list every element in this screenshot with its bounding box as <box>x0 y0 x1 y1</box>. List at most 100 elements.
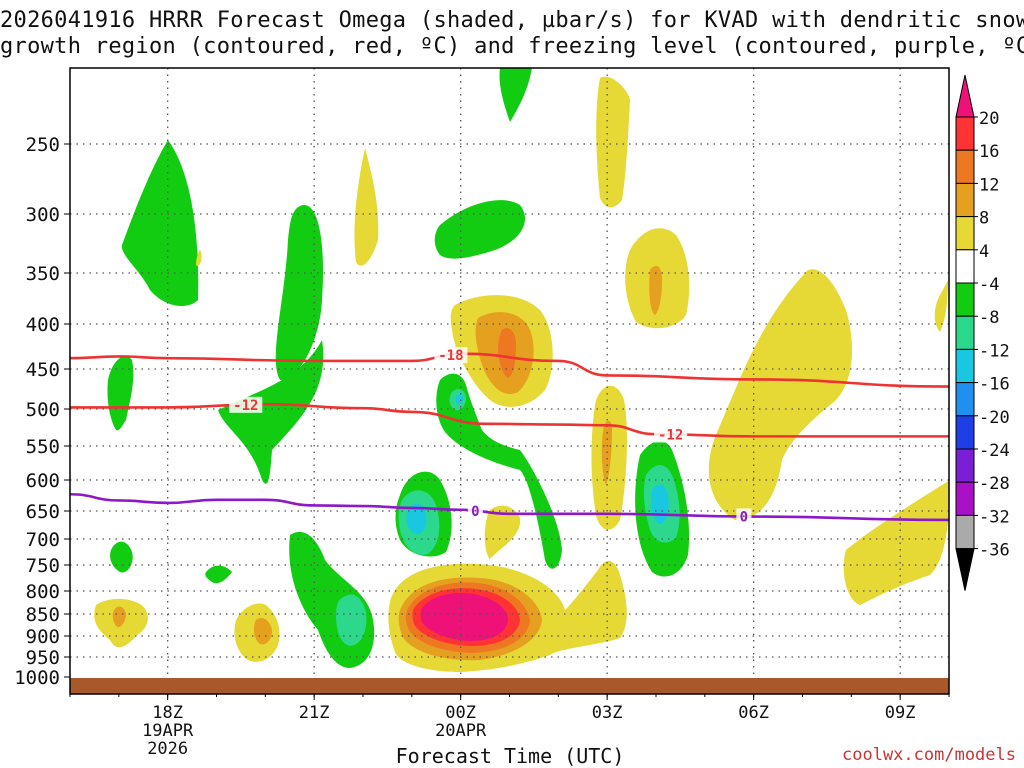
colorbar-top-arrow <box>955 74 975 118</box>
y-tick-label: 950 <box>26 647 60 669</box>
omega-area-green <box>289 531 375 668</box>
colorbar-label: -8 <box>979 308 999 328</box>
contour-label: -12 <box>233 398 258 414</box>
contour-label-bg <box>434 347 468 364</box>
x-tick-date: 19APR <box>142 721 194 741</box>
credit-text: coolwx.com/models <box>842 745 1016 765</box>
x-tick-date: 20APR <box>435 721 487 741</box>
colorbar-bin <box>955 216 975 251</box>
y-tick-label: 900 <box>26 626 60 648</box>
colorbar-label: -16 <box>979 375 1010 395</box>
title-line-2: growth region (contoured, red, ºC) and f… <box>0 34 1024 59</box>
contour-label-bg <box>654 426 688 443</box>
omega-area-yellow <box>484 505 521 561</box>
colorbar: 20 16 12 8 4 -4 -8 -12 -16 -20 -24 -28 -32 -36 <box>955 74 1010 591</box>
omega-area-gold <box>112 606 126 628</box>
x-tick-label: 09Z <box>885 703 916 723</box>
colorbar-bin <box>955 348 975 384</box>
x-tick-label: 00Z <box>445 703 476 723</box>
colorbar-bin <box>955 315 975 350</box>
colorbar-label: -24 <box>979 441 1010 461</box>
contour-lines: -18 -12 -12 0 0 <box>70 347 949 525</box>
y-tick-label: 350 <box>26 263 60 285</box>
omega-area-yellow <box>596 76 630 208</box>
omega-area-yellow <box>843 480 949 605</box>
contour-label-bg <box>467 503 483 520</box>
y-axis: 2503003504004505005506006507007508008509… <box>14 134 70 689</box>
colorbar-label: 20 <box>979 109 999 129</box>
colorbar-bin <box>955 514 975 550</box>
contour-minus12 <box>70 402 949 438</box>
omega-area-teal <box>336 594 367 646</box>
colorbar-bin <box>955 415 975 450</box>
colorbar-bin <box>955 382 975 417</box>
y-tick-label: 450 <box>26 359 60 381</box>
grid-vertical <box>167 68 901 678</box>
omega-area-magenta <box>420 593 508 641</box>
y-tick-label: 800 <box>26 581 60 603</box>
colorbar-bin <box>955 481 975 516</box>
contour-label-bg <box>736 508 752 525</box>
colorbar-label: -28 <box>979 474 1010 494</box>
colorbar-label: -32 <box>979 507 1010 527</box>
omega-area-green <box>107 356 134 431</box>
omega-area-orange <box>498 328 516 378</box>
contour-0 <box>70 492 949 522</box>
y-tick-label: 500 <box>26 399 60 421</box>
colorbar-label: -12 <box>979 341 1010 361</box>
omega-area-yellow <box>196 250 202 267</box>
colorbar-label: 16 <box>979 142 999 162</box>
ground-bar <box>70 678 949 694</box>
colorbar-bin <box>955 282 975 317</box>
colorbar-label: -4 <box>979 275 999 295</box>
contour-label: 0 <box>740 509 748 525</box>
y-tick-label: 600 <box>26 470 60 492</box>
omega-area-yellow <box>354 148 379 266</box>
omega-area-gold <box>649 265 662 315</box>
colorbar-bottom-arrow <box>955 548 975 591</box>
colorbar-label: -36 <box>979 541 1010 561</box>
colorbar-bin <box>955 116 975 151</box>
colorbar-label: -20 <box>979 408 1010 428</box>
y-tick-label: 300 <box>26 204 60 226</box>
y-tick-label: 250 <box>26 134 60 156</box>
colorbar-bin <box>955 249 975 284</box>
omega-shading <box>94 68 949 672</box>
colorbar-label: 12 <box>979 175 999 195</box>
omega-area-cyan <box>456 394 464 405</box>
omega-area-green <box>121 140 199 306</box>
colorbar-bin <box>955 149 975 184</box>
contour-label-bg <box>229 396 263 413</box>
contour-label: -18 <box>438 348 463 364</box>
y-tick-label: 750 <box>26 555 60 577</box>
y-tick-label: 550 <box>26 436 60 458</box>
colorbar-label: 8 <box>979 209 989 229</box>
x-tick-label: 03Z <box>592 703 623 723</box>
colorbar-bin <box>955 182 975 218</box>
omega-area-green <box>205 565 232 584</box>
contour-label: 0 <box>471 504 479 520</box>
y-tick-label: 850 <box>26 604 60 626</box>
x-axis-title: Forecast Time (UTC) <box>395 744 625 768</box>
x-tick-label: 21Z <box>299 703 330 723</box>
y-tick-label: 650 <box>26 501 60 523</box>
omega-area-yellow <box>934 280 948 332</box>
y-tick-label: 1000 <box>14 667 60 689</box>
omega-area-yellow <box>708 269 853 520</box>
omega-area-green <box>499 68 532 122</box>
x-tick-label: 06Z <box>738 703 769 723</box>
colorbar-bin <box>955 448 975 483</box>
y-tick-label: 700 <box>26 529 60 551</box>
omega-area-green <box>218 340 324 484</box>
x-tick-year: 2026 <box>147 739 188 759</box>
y-tick-label: 400 <box>26 314 60 336</box>
contour-label: -12 <box>658 427 683 443</box>
omega-area-gold <box>253 618 272 645</box>
omega-area-green <box>110 541 133 573</box>
title-line-1: 2026041916 HRRR Forecast Omega (shaded, … <box>0 8 1024 33</box>
x-tick-label: 18Z <box>152 703 183 723</box>
omega-area-green <box>434 200 526 259</box>
colorbar-label: 4 <box>979 242 989 262</box>
